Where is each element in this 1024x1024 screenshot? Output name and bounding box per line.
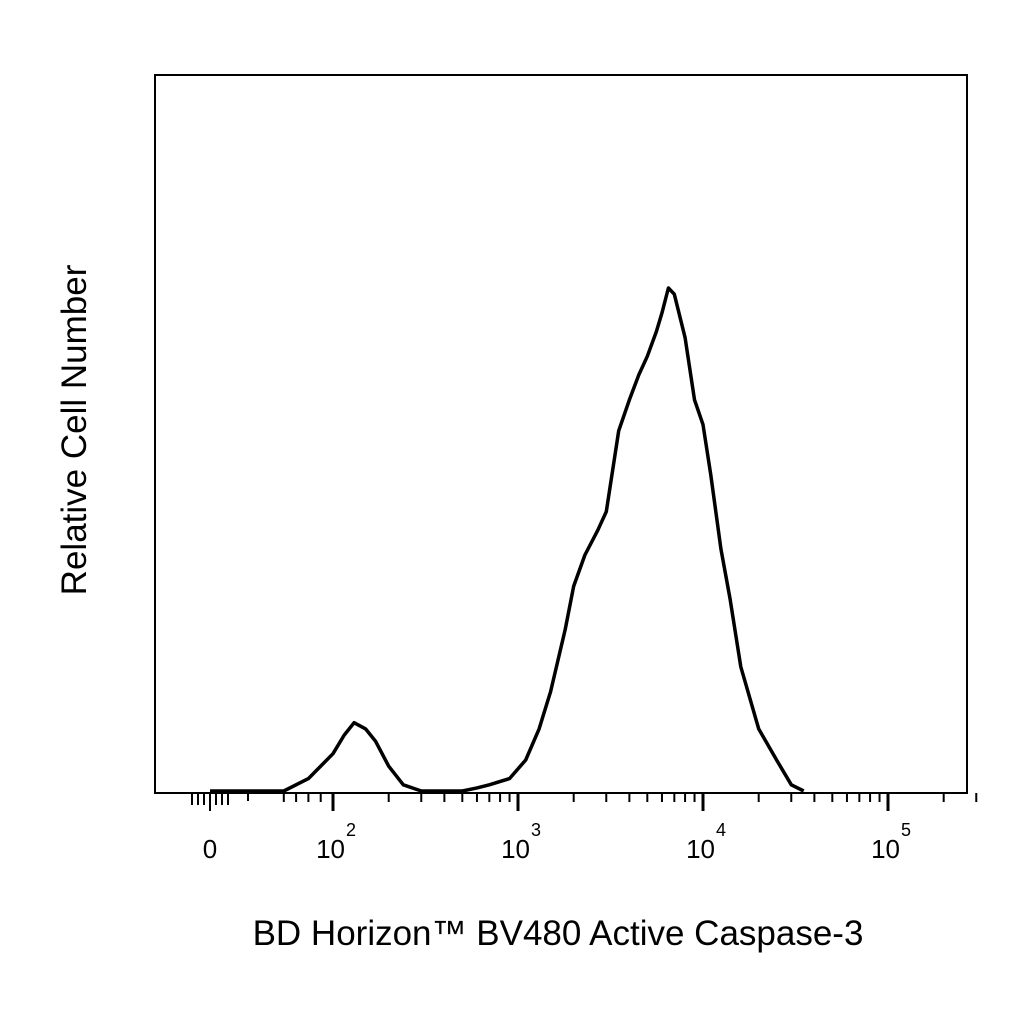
x-tick-label-exponent: 5 [901, 820, 911, 840]
histogram-series-line [210, 286, 805, 793]
x-tick-label: 10 [871, 834, 900, 864]
x-tick-label: 10 [686, 834, 715, 864]
plot-frame [154, 74, 968, 794]
x-tick-label: 10 [316, 834, 345, 864]
x-tick-label-exponent: 2 [346, 820, 356, 840]
x-tick-label: 0 [203, 834, 217, 864]
x-axis-ticks [191, 793, 978, 811]
y-axis-title: Relative Cell Number [55, 264, 94, 595]
x-tick-label-exponent: 4 [716, 820, 726, 840]
x-axis-title: BD Horizon™ BV480 Active Caspase-3 [253, 914, 864, 953]
x-tick-label: 10 [501, 834, 530, 864]
x-tick-label-exponent: 3 [531, 820, 541, 840]
